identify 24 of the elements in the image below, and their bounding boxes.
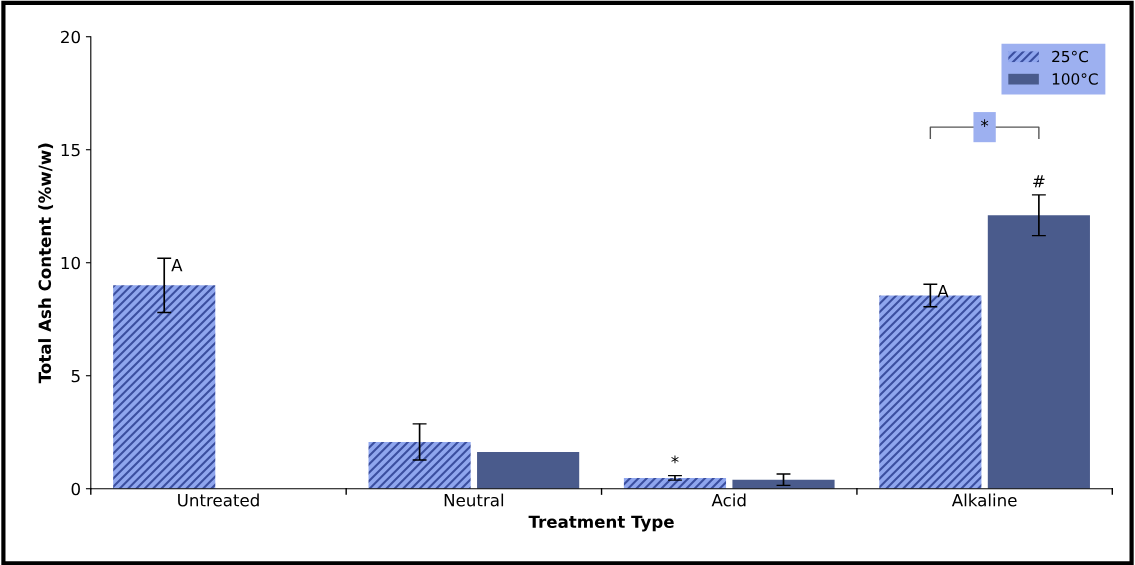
annotation: *: [671, 455, 679, 464]
bar: [987, 215, 1090, 489]
annotation: *: [980, 119, 989, 127]
x-tick-label: Untreated: [178, 493, 259, 507]
x-tick-label: Acid: [711, 493, 746, 507]
bar: [732, 479, 835, 489]
y-tick-label: 5: [71, 369, 80, 383]
y-tick-label: 15: [61, 143, 80, 157]
legend-label: 25°C: [1052, 50, 1088, 63]
y-tick-label: 10: [61, 256, 80, 270]
x-tick-label: Neutral: [444, 493, 504, 507]
bar: [368, 441, 471, 489]
annotation: #: [1033, 175, 1045, 188]
annotation: A: [937, 284, 949, 298]
y-axis-title: Total Ash Content (%w/w): [38, 143, 54, 384]
y-tick-label: 0: [71, 482, 80, 496]
annotation: A: [171, 258, 183, 272]
bar: [113, 285, 216, 489]
x-axis-title: Treatment Type: [528, 515, 674, 532]
y-tick-label: 20: [61, 30, 80, 44]
bar: [477, 451, 580, 489]
bar: [623, 477, 727, 489]
x-tick-label: Alkaline: [951, 493, 1017, 507]
legend-label: 100°C: [1052, 73, 1098, 85]
